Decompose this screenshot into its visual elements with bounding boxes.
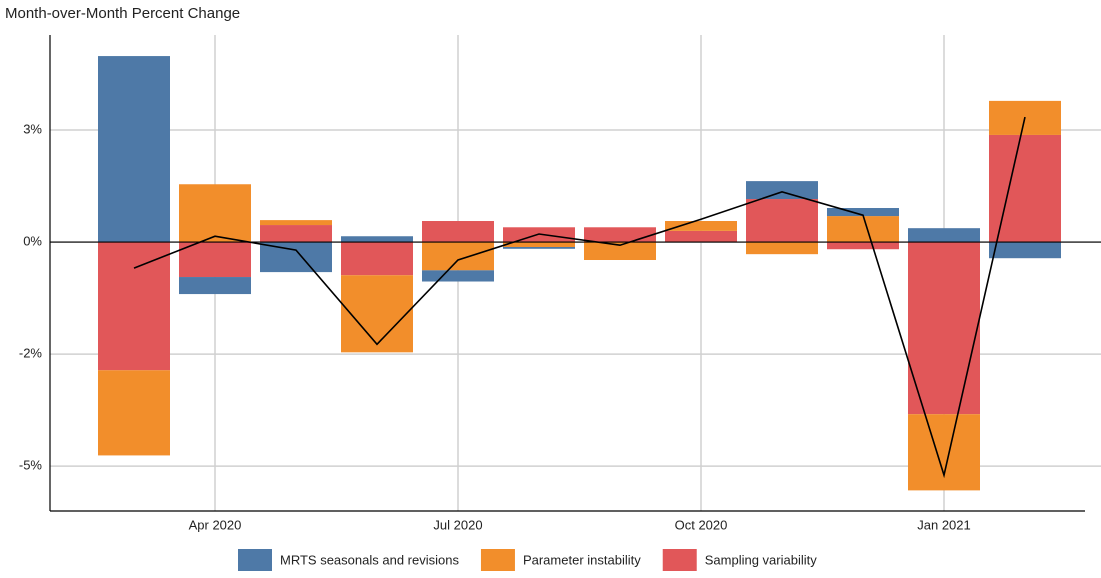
bar [422,270,494,282]
x-tick-label: Jul 2020 [433,517,482,532]
bar [908,228,980,243]
bar [584,242,656,261]
bar [746,181,818,200]
bar [827,242,899,250]
bar [746,242,818,255]
y-tick-label: 3% [23,121,42,136]
legend-swatch [480,549,515,571]
bar [179,242,251,278]
y-tick-label: 0% [23,234,42,249]
y-tick-label: -2% [19,346,43,361]
bar [179,277,251,295]
bar [908,242,980,415]
bar [98,242,170,371]
total-line [133,116,1026,479]
bar [179,184,251,243]
y-tick-label: -5% [19,458,43,473]
chart-title: Month-over-Month Percent Change [5,5,240,22]
bar [746,199,818,243]
bar [665,230,737,243]
legend-label: MRTS seasonals and revisions [280,552,459,567]
bar [908,414,980,491]
bar [260,242,332,273]
bar [422,221,494,243]
bar [341,242,413,276]
bar [665,221,737,231]
bar [503,247,575,249]
bar [341,275,413,353]
bar [989,242,1061,259]
bar [503,242,575,248]
x-tick-label: Apr 2020 [189,517,242,532]
legend-swatch [662,549,697,571]
bar [341,236,413,243]
legend-label: Sampling variability [705,552,817,567]
bar [827,208,899,217]
x-tick-label: Oct 2020 [675,517,728,532]
bar [584,227,656,243]
bar [422,242,494,271]
bar [827,216,899,243]
legend-label: Parameter instability [523,552,641,567]
bar [98,370,170,456]
legend-swatch [238,549,272,571]
bar [260,225,332,243]
bar [98,56,170,243]
bar [260,220,332,226]
x-tick-label: Jan 2021 [917,517,971,532]
